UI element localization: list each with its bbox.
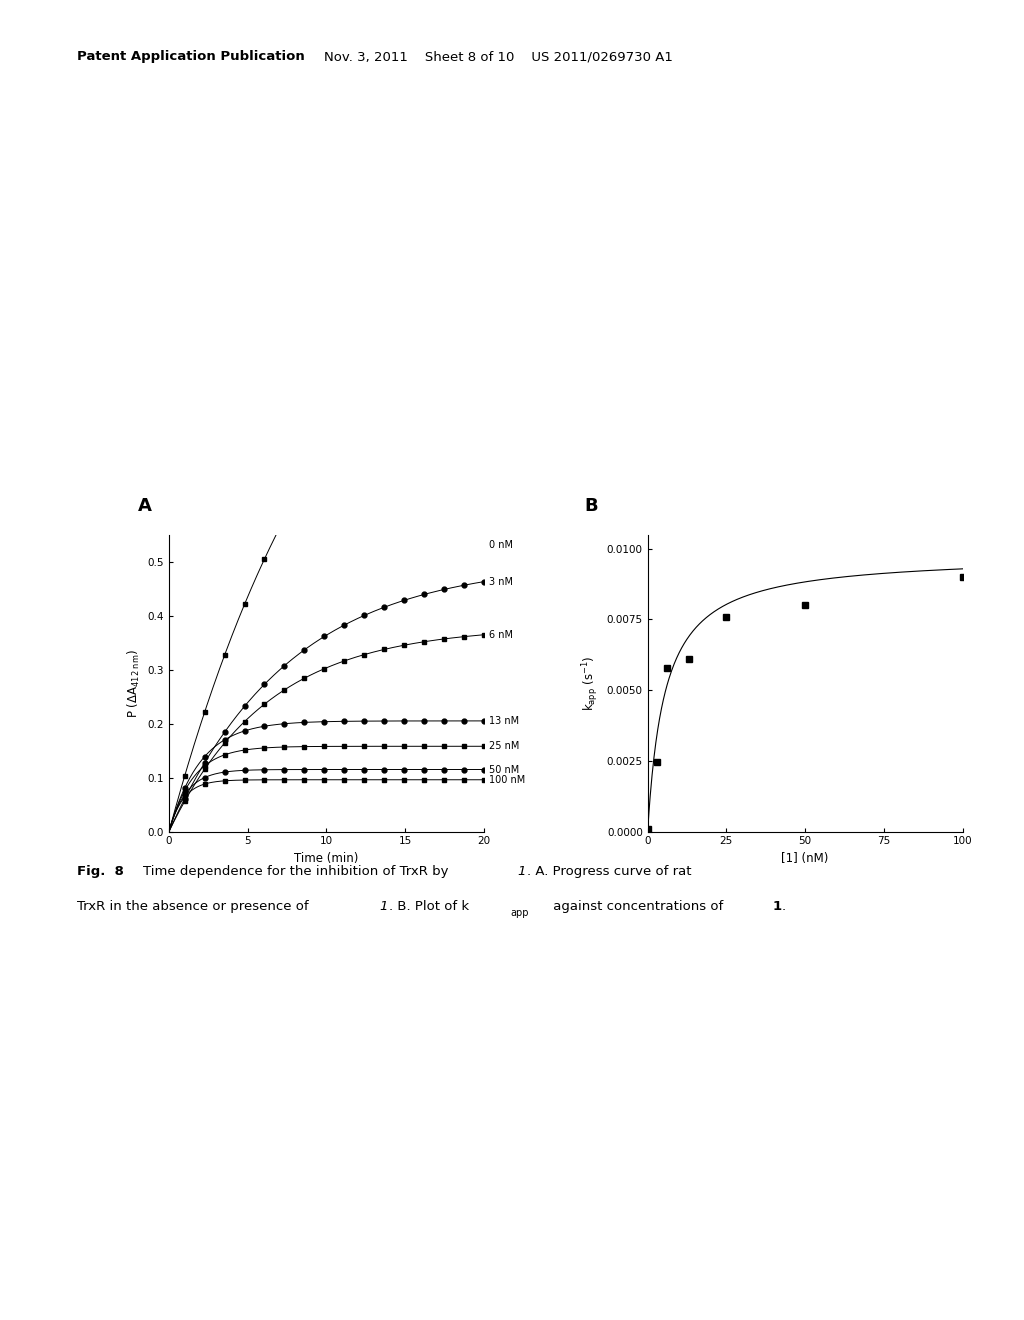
Text: 1: 1 — [772, 900, 781, 913]
Text: .: . — [781, 900, 785, 913]
Text: against concentrations of: against concentrations of — [549, 900, 727, 913]
Y-axis label: P ($\Delta$A$_{412\ \mathrm{nm}}$): P ($\Delta$A$_{412\ \mathrm{nm}}$) — [126, 648, 142, 718]
Text: Time dependence for the inhibition of TrxR by: Time dependence for the inhibition of Tr… — [143, 865, 453, 878]
Text: 100 nM: 100 nM — [488, 775, 525, 785]
Text: Nov. 3, 2011    Sheet 8 of 10    US 2011/0269730 A1: Nov. 3, 2011 Sheet 8 of 10 US 2011/02697… — [307, 50, 673, 63]
X-axis label: [1] (nM): [1] (nM) — [781, 851, 828, 865]
Text: 13 nM: 13 nM — [488, 715, 519, 726]
Text: Fig.  8: Fig. 8 — [77, 865, 124, 878]
Text: . A. Progress curve of rat: . A. Progress curve of rat — [527, 865, 692, 878]
Text: . B. Plot of k: . B. Plot of k — [389, 900, 469, 913]
X-axis label: Time (min): Time (min) — [294, 851, 358, 865]
Text: 3 nM: 3 nM — [488, 577, 513, 586]
Text: 25 nM: 25 nM — [488, 742, 519, 751]
Text: 1: 1 — [379, 900, 387, 913]
Text: 6 nM: 6 nM — [488, 630, 513, 640]
Y-axis label: k$_{\mathrm{app}}$ (s$^{-1}$): k$_{\mathrm{app}}$ (s$^{-1}$) — [581, 656, 601, 710]
Text: TrxR in the absence or presence of: TrxR in the absence or presence of — [77, 900, 312, 913]
Text: Patent Application Publication: Patent Application Publication — [77, 50, 304, 63]
Text: app: app — [510, 908, 528, 919]
Text: B: B — [585, 496, 598, 515]
Text: A: A — [137, 496, 152, 515]
Text: 50 nM: 50 nM — [488, 764, 519, 775]
Text: 0 nM: 0 nM — [488, 540, 513, 550]
Text: 1: 1 — [517, 865, 525, 878]
